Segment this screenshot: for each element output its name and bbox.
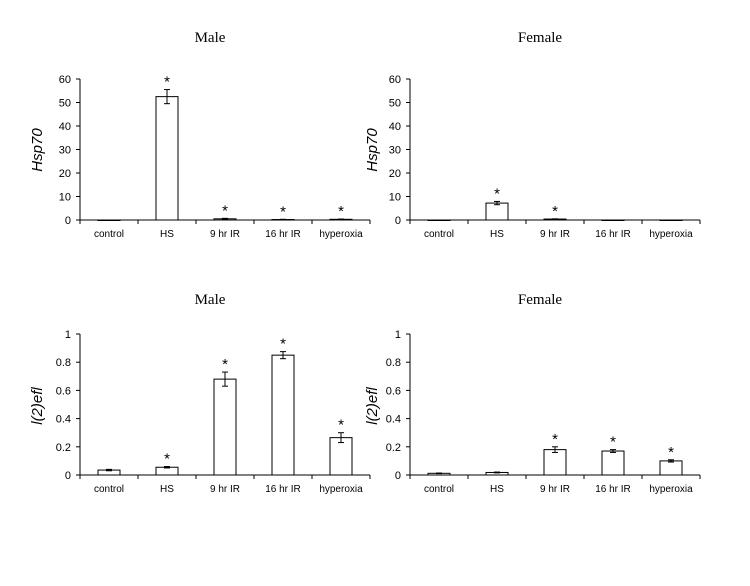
x-category-label: hyperoxia (649, 229, 693, 240)
x-category-label: HS (490, 229, 504, 240)
y-tick-label: 0.8 (386, 357, 401, 369)
significance-marker: * (280, 203, 286, 220)
significance-marker: * (494, 185, 500, 202)
panel-female-l2efl: Female l(2)efl 0 0.2 0.4 0.6 0.8 1 control HS * 9 h… (364, 292, 701, 495)
bar (659, 460, 683, 476)
x-category-label: hyperoxia (319, 229, 363, 240)
y-tick-label: 0.6 (56, 385, 71, 397)
x-category-label: HS (490, 484, 504, 495)
x-category-label: control (424, 484, 454, 495)
y-tick-label: 60 (389, 74, 401, 86)
x-category-label: hyperoxia (649, 484, 693, 495)
y-tick-label: 0.6 (386, 385, 401, 397)
significance-marker: * (610, 434, 616, 451)
y-tick-label: 0 (65, 470, 71, 482)
x-category-label: control (424, 229, 454, 240)
y-tick-label: 0 (65, 215, 71, 227)
y-axis-label: Hsp70 (364, 128, 381, 172)
bar (155, 96, 179, 221)
bar (659, 219, 683, 221)
significance-marker: * (338, 203, 344, 220)
x-category-label: control (94, 229, 124, 240)
y-tick-label: 1 (65, 329, 71, 341)
chart-title: Female (518, 292, 562, 308)
y-tick-label: 60 (59, 74, 71, 86)
bar (601, 450, 625, 476)
y-tick-label: 0.4 (56, 414, 71, 426)
y-tick-label: 30 (59, 145, 71, 157)
y-tick-label: 0 (395, 215, 401, 227)
bar (601, 219, 625, 221)
bar (213, 378, 237, 476)
x-category-label: HS (160, 484, 174, 495)
x-category-label: 9 hr IR (540, 229, 570, 240)
x-category-label: 16 hr IR (265, 229, 301, 240)
x-category-label: 9 hr IR (210, 484, 240, 495)
bar (543, 449, 567, 476)
y-tick-label: 0.2 (386, 442, 401, 454)
bar (485, 202, 509, 221)
bar (97, 219, 121, 221)
panel-female-hsp70: Female Hsp70 0 10 20 30 40 50 60 control * HS * 9 hr … (364, 30, 701, 240)
y-tick-label: 0.4 (386, 414, 401, 426)
x-category-label: 16 hr IR (265, 484, 301, 495)
y-tick-label: 10 (59, 192, 71, 204)
chart-title: Male (195, 30, 226, 46)
chart-title: Female (518, 30, 562, 46)
x-category-label: hyperoxia (319, 484, 363, 495)
significance-marker: * (552, 431, 558, 448)
x-category-label: 16 hr IR (595, 229, 631, 240)
y-tick-label: 20 (389, 168, 401, 180)
panel-male-hsp70: Male Hsp70 0 10 20 30 40 50 60 control * HS * 9 hr IR… (29, 30, 371, 240)
bar (271, 354, 295, 476)
y-tick-label: 0.8 (56, 357, 71, 369)
y-tick-label: 30 (389, 145, 401, 157)
significance-marker: * (222, 202, 228, 219)
y-axis-label: Hsp70 (29, 128, 46, 172)
bar (427, 219, 451, 221)
y-tick-label: 50 (389, 98, 401, 110)
y-axis-label: l(2)efl (29, 387, 46, 425)
y-tick-label: 0 (395, 470, 401, 482)
x-category-label: control (94, 484, 124, 495)
y-tick-label: 10 (389, 192, 401, 204)
y-tick-label: 1 (395, 329, 401, 341)
x-category-label: 9 hr IR (540, 484, 570, 495)
significance-marker: * (164, 451, 170, 468)
y-tick-label: 40 (389, 121, 401, 133)
x-category-label: 16 hr IR (595, 484, 631, 495)
significance-marker: * (552, 203, 558, 220)
significance-marker: * (338, 417, 344, 434)
bar (329, 437, 353, 476)
chart-title: Male (195, 292, 226, 308)
x-category-label: 9 hr IR (210, 229, 240, 240)
significance-marker: * (222, 356, 228, 373)
y-axis-label: l(2)efl (364, 387, 381, 425)
y-tick-label: 50 (59, 98, 71, 110)
significance-marker: * (164, 74, 170, 91)
significance-marker: * (668, 444, 674, 461)
x-category-label: HS (160, 229, 174, 240)
y-tick-label: 0.2 (56, 442, 71, 454)
y-tick-label: 40 (59, 121, 71, 133)
significance-marker: * (280, 336, 286, 353)
y-tick-label: 20 (59, 168, 71, 180)
panel-male-l2efl: Male l(2)efl 0 0.2 0.4 0.6 0.8 1 control * HS * 9 hr… (29, 292, 371, 495)
